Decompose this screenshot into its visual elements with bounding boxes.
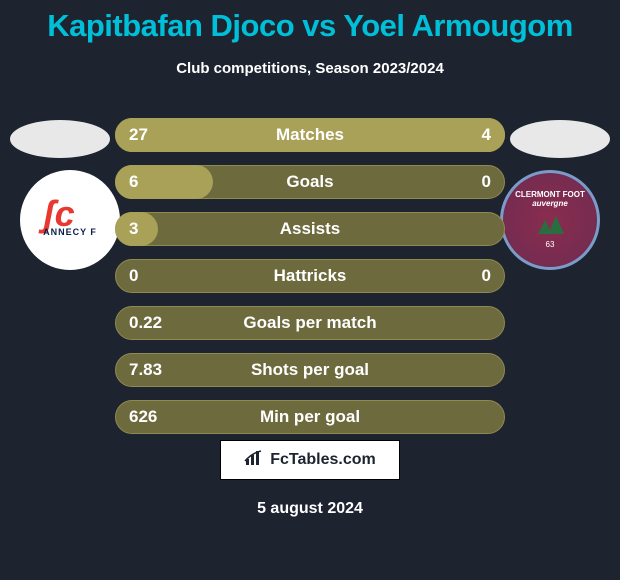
club-logo-left: ʃc ANNECY F [20,170,120,270]
footer-date: 5 august 2024 [0,500,620,518]
page-title: Kapitbafan Djoco vs Yoel Armougom [0,0,620,44]
stat-row: 274Matches [115,118,505,152]
brand-box: FcTables.com [220,440,400,480]
stat-row: 626Min per goal [115,400,505,434]
subtitle: Club competitions, Season 2023/2024 [0,60,620,77]
stat-label: Matches [115,118,505,152]
stat-row: 7.83Shots per goal [115,353,505,387]
brand-text: FcTables.com [270,451,376,469]
clermont-volcano-icon [530,208,570,238]
annecy-text: ANNECY F [43,227,97,237]
stats-area: 274Matches 60Goals 3Assists 00Hattricks 0.22… [115,118,505,447]
player2-photo-placeholder [510,120,610,158]
stat-label: Assists [115,212,505,246]
stat-row: 60Goals [115,165,505,199]
player1-name: Kapitbafan Djoco [47,8,294,43]
stat-label: Goals per match [115,306,505,340]
club-logo-right: CLERMONT FOOT auvergne 63 [500,170,600,270]
vs-text: vs [302,8,335,43]
stat-label: Goals [115,165,505,199]
clermont-num: 63 [546,240,555,249]
player1-photo-placeholder [10,120,110,158]
stat-row: 0.22Goals per match [115,306,505,340]
annecy-logo-inner: ʃc ANNECY F [43,203,97,237]
root: Kapitbafan Djoco vs Yoel Armougom Club c… [0,0,620,580]
annecy-swoosh-icon: ʃc [43,203,97,225]
clermont-line2: auvergne [532,200,568,209]
brand-chart-icon [244,449,264,472]
player2-name: Yoel Armougom [343,8,572,43]
stat-row: 3Assists [115,212,505,246]
stat-label: Min per goal [115,400,505,434]
stat-label: Shots per goal [115,353,505,387]
stat-row: 00Hattricks [115,259,505,293]
stat-label: Hattricks [115,259,505,293]
